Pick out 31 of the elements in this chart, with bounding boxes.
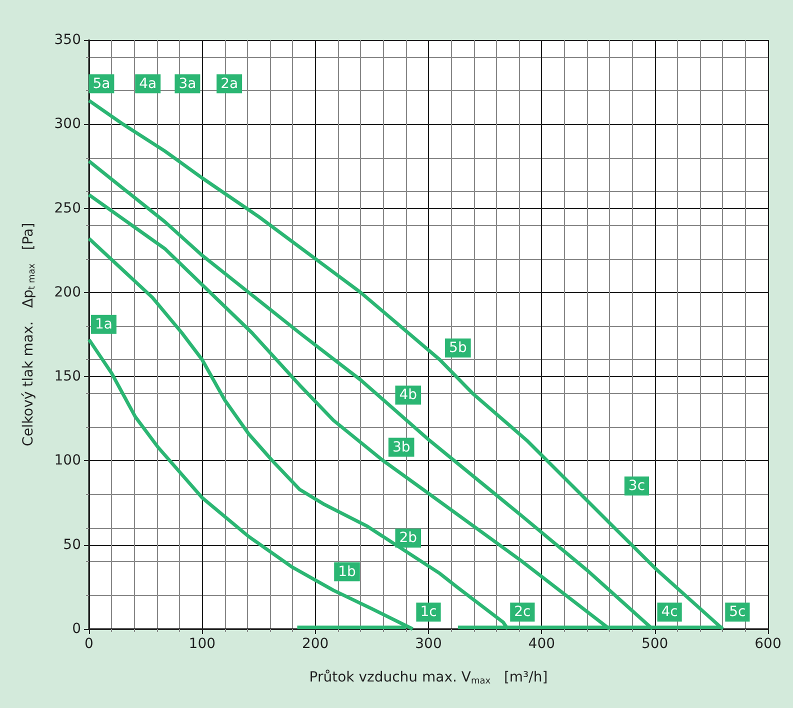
text: Celkový tlak max. Δpt max [Pa] <box>20 222 38 446</box>
annotation: 2a <box>220 76 238 92</box>
x-tick-label: 500 <box>641 636 668 652</box>
annotation: 4b <box>399 387 418 404</box>
annotation: 1b <box>338 564 356 580</box>
y-tick-label: 50 <box>63 536 81 553</box>
y-tick-label: 250 <box>54 200 81 216</box>
annotation: 1c <box>420 604 437 620</box>
annotation: 3c <box>628 478 646 494</box>
y-tick-label: 150 <box>54 368 81 385</box>
y-tick-label: 300 <box>54 116 81 132</box>
y-tick-label: 350 <box>54 32 81 48</box>
annotation: 4c <box>661 604 678 620</box>
annotation: 2c <box>514 604 531 620</box>
x-tick-label: 200 <box>302 636 329 652</box>
y-tick-label: 0 <box>72 621 81 637</box>
annotation: 4a <box>139 76 157 92</box>
x-tick-label: 300 <box>415 636 442 652</box>
annotation: 5a <box>92 76 110 92</box>
annotation: 5b <box>449 340 467 356</box>
y-tick-label: 200 <box>54 284 81 300</box>
y-tick-label: 100 <box>54 452 81 469</box>
annotation: 3b <box>392 439 410 456</box>
annotation: 5c <box>729 604 746 620</box>
annotation: 2b <box>399 530 418 546</box>
annotation: 3a <box>178 76 196 92</box>
x-tick-label: 0 <box>84 636 94 652</box>
x-tick-label: 100 <box>188 636 216 652</box>
annotation: 1a <box>94 316 112 332</box>
x-tick-label: 600 <box>754 636 782 652</box>
x-tick-label: 400 <box>528 636 556 652</box>
